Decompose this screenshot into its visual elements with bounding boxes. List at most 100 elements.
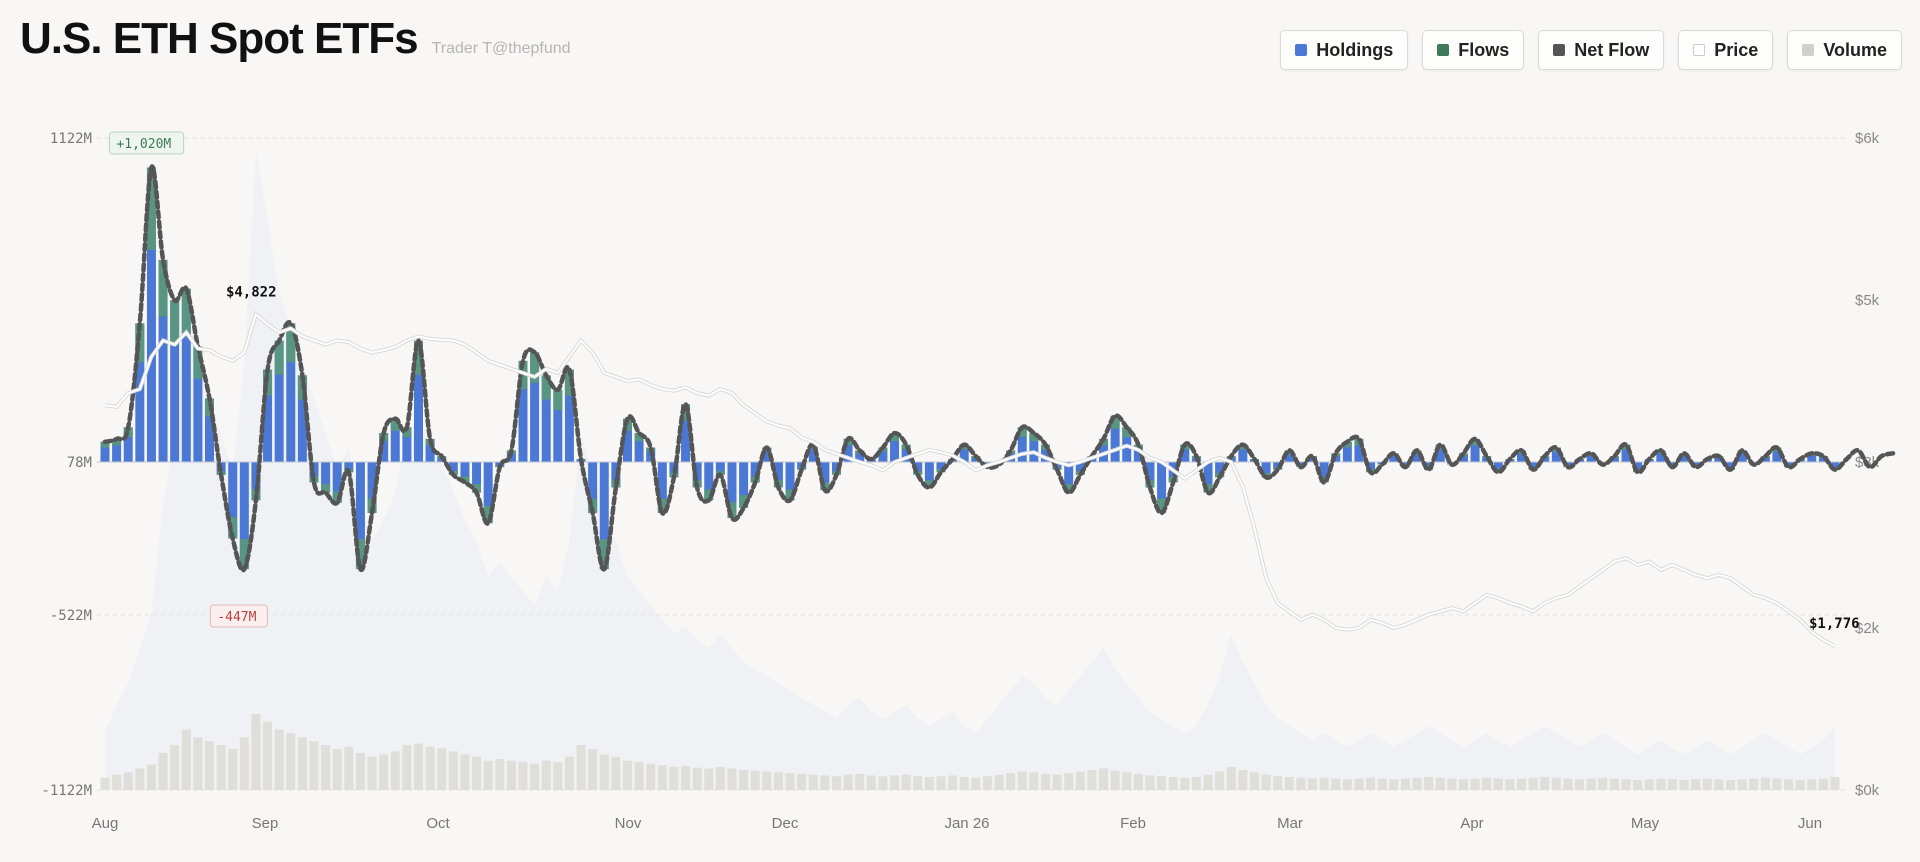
volume-bar [297, 737, 307, 790]
volume-bar [390, 751, 400, 790]
volume-bar [727, 768, 737, 790]
holdings-bar [1157, 462, 1167, 513]
x-tick-label: Feb [1120, 815, 1146, 832]
volume-bar [1644, 779, 1654, 790]
volume-bar [321, 745, 331, 790]
x-tick-label: Oct [426, 815, 450, 832]
volume-bar [239, 737, 249, 790]
flows-swatch-icon [1437, 44, 1450, 56]
flows-bar [239, 539, 249, 570]
volume-bar [1157, 776, 1167, 790]
holdings-bar [193, 346, 203, 462]
x-tick-label: Mar [1277, 815, 1303, 832]
holdings-bar [1772, 447, 1782, 462]
holdings-bar [1807, 453, 1817, 462]
holdings-bar [762, 447, 772, 462]
holdings-bar [402, 427, 412, 462]
volume-bar [437, 748, 447, 790]
volume-bar [495, 759, 505, 790]
flows-bar [1029, 433, 1039, 442]
y-left-tick-label: -1122M [41, 783, 92, 799]
volume-bar [1017, 771, 1027, 790]
holdings-bar [1215, 462, 1225, 478]
volume-bar [669, 766, 679, 790]
holdings-bar [936, 462, 946, 473]
min-flow-badge [209, 604, 268, 628]
holdings-bar [379, 433, 389, 462]
flows-bar [518, 360, 528, 390]
volume-bar [1667, 779, 1677, 790]
holdings-bar [1354, 438, 1364, 462]
holdings-bar [1435, 444, 1445, 462]
flows-bar [553, 389, 563, 411]
legend-label: Volume [1823, 39, 1887, 60]
volume-bar [1099, 768, 1109, 790]
volume-bar [146, 764, 156, 790]
legend-label: Flows [1458, 39, 1510, 60]
volume-bar [1354, 778, 1364, 790]
volume-bar [251, 714, 261, 790]
volume-bar [1215, 771, 1225, 790]
holdings-bar [170, 300, 180, 462]
flows-bar [890, 433, 900, 442]
holdings-bar [1342, 441, 1352, 462]
volume-bar [425, 746, 435, 790]
flows-bar [228, 517, 238, 539]
holdings-bar [785, 462, 795, 501]
volume-bar [274, 729, 284, 790]
volume-bar [1679, 780, 1689, 790]
volume-bar [170, 745, 180, 790]
holdings-bar [1145, 462, 1155, 488]
volume-bar [1714, 779, 1724, 790]
holdings-bar [634, 433, 644, 462]
flows-bar [541, 375, 551, 400]
volume-bar [1284, 777, 1294, 790]
y-left-tick-label: 78M [67, 455, 92, 471]
holdings-bar [1586, 453, 1596, 462]
price-high-label: $4,822 [226, 284, 277, 300]
volume-bar [831, 776, 841, 790]
volume-bar [472, 756, 482, 790]
header: U.S. ETH Spot ETFs Trader T@thepfund [20, 14, 571, 64]
holdings-bar [1830, 462, 1840, 470]
flows-bar [727, 502, 737, 519]
holdings-bar [483, 462, 493, 524]
holdings-bar [913, 462, 923, 475]
holdings-bar [1412, 450, 1422, 462]
volume-bar [1691, 779, 1701, 790]
volume-bar [506, 760, 516, 790]
volume-bar [1784, 779, 1794, 790]
volume-bar [1331, 778, 1341, 790]
volume-bar [1400, 778, 1410, 790]
holdings-bar [1667, 462, 1677, 468]
holdings-bar [112, 438, 122, 462]
legend-flows-button[interactable]: Flows [1422, 30, 1525, 70]
legend-holdings-button[interactable]: Holdings [1280, 30, 1409, 70]
max-flow-label: +1,020M [116, 137, 171, 152]
volume-bar [1168, 777, 1178, 790]
legend-price-button[interactable]: Price [1678, 30, 1774, 70]
volume-bar [460, 754, 470, 790]
holdings-bar [1551, 447, 1561, 462]
flows-bar [1064, 484, 1074, 493]
holdings-bar [1714, 456, 1724, 462]
volume-bar [1772, 778, 1782, 790]
flows-bar [564, 369, 574, 396]
volume-bar [553, 762, 563, 790]
flows-bar [1238, 444, 1248, 450]
y-right-tick-label: $0k [1855, 782, 1880, 799]
legend-net-flow-button[interactable]: Net Flow [1538, 30, 1665, 70]
holdings-bar [843, 438, 853, 462]
holdings-bar [622, 418, 632, 462]
flows-bar [1470, 438, 1480, 446]
holdings-bar [1366, 462, 1376, 473]
volume-bar [1598, 777, 1608, 790]
volume-bar [959, 777, 969, 790]
flows-bar [274, 340, 284, 375]
flows-bar [135, 323, 145, 363]
flows-bar [402, 427, 412, 438]
volume-bar [576, 745, 586, 790]
legend-volume-button[interactable]: Volume [1787, 30, 1902, 70]
holdings-bar [1029, 433, 1039, 462]
volume-bar [1203, 774, 1213, 790]
